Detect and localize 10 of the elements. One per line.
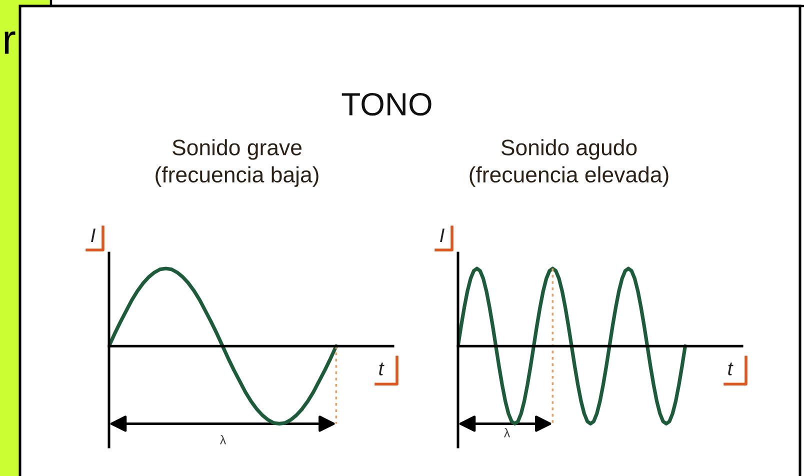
text: λ [504, 428, 510, 438]
chart-subtitle: Sonido agudo (frecuencia elevada) [470, 139, 668, 187]
text: λ [220, 435, 226, 444]
y-axis-title: I [91, 228, 96, 242]
chart-subtitle: Sonido grave (frecuencia baja) [156, 139, 318, 187]
x-axis-title: t [379, 362, 384, 376]
x-axis-title: t [728, 362, 734, 376]
y-axis-title: I [440, 228, 444, 242]
text: r [4, 31, 16, 54]
chart-title: TONO [342, 92, 432, 116]
